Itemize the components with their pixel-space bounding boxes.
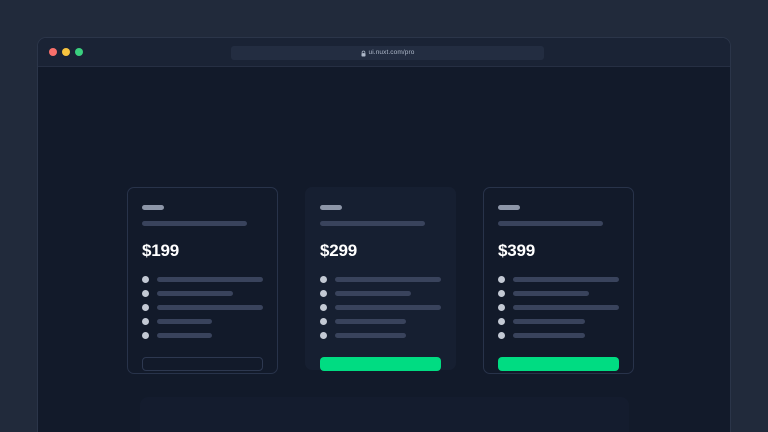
list-item: [498, 276, 619, 283]
list-item: [142, 276, 263, 283]
close-window-button[interactable]: [49, 48, 57, 56]
pricing-card[interactable]: $299: [305, 187, 456, 371]
check-icon: [320, 290, 327, 297]
list-item: [142, 318, 263, 325]
plan-cta-button[interactable]: [498, 357, 619, 371]
feature-text-placeholder: [157, 291, 233, 296]
plan-feature-list: [142, 276, 263, 339]
list-item: [320, 304, 441, 311]
check-icon: [498, 318, 505, 325]
list-item: [320, 318, 441, 325]
check-icon: [142, 290, 149, 297]
list-item: [320, 276, 441, 283]
plan-feature-list: [498, 276, 619, 339]
feature-text-placeholder: [335, 319, 406, 324]
browser-titlebar: ui.nuxt.com/pro: [38, 38, 730, 67]
browser-window: ui.nuxt.com/pro $199: [37, 37, 731, 432]
check-icon: [142, 318, 149, 325]
plan-cta-button[interactable]: [142, 357, 263, 371]
feature-text-placeholder: [157, 319, 212, 324]
plan-subtitle-placeholder: [320, 221, 425, 226]
check-icon: [320, 276, 327, 283]
pricing-plans: $199: [127, 187, 634, 374]
feature-text-placeholder: [335, 333, 406, 338]
feature-text-placeholder: [157, 305, 263, 310]
window-controls: [49, 48, 83, 56]
plan-price: $299: [320, 241, 358, 260]
check-icon: [142, 332, 149, 339]
check-icon: [142, 276, 149, 283]
page-viewport: $199: [38, 67, 730, 432]
feature-text-placeholder: [335, 277, 441, 282]
plan-subtitle-placeholder: [142, 221, 247, 226]
address-bar[interactable]: ui.nuxt.com/pro: [231, 46, 544, 60]
list-item: [320, 332, 441, 339]
check-icon: [320, 332, 327, 339]
list-item: [142, 332, 263, 339]
feature-text-placeholder: [513, 305, 619, 310]
feature-text-placeholder: [157, 333, 212, 338]
check-icon: [498, 304, 505, 311]
feature-text-placeholder: [513, 319, 585, 324]
check-icon: [498, 290, 505, 297]
plan-title-placeholder: [498, 205, 520, 210]
feature-text-placeholder: [513, 291, 589, 296]
maximize-window-button[interactable]: [75, 48, 83, 56]
list-item: [498, 318, 619, 325]
list-item: [142, 290, 263, 297]
pricing-card[interactable]: $399: [483, 187, 634, 374]
feature-text-placeholder: [335, 305, 441, 310]
check-icon: [320, 304, 327, 311]
plan-price: $199: [142, 241, 180, 260]
plan-title-placeholder: [320, 205, 342, 210]
plan-feature-list: [320, 276, 441, 339]
check-icon: [142, 304, 149, 311]
list-item: [498, 332, 619, 339]
content-panel-below-pricing: [140, 397, 629, 432]
plan-price: $399: [498, 241, 536, 260]
plan-title-placeholder: [142, 205, 164, 210]
lock-icon: [361, 50, 366, 56]
list-item: [320, 290, 441, 297]
plan-subtitle-placeholder: [498, 221, 603, 226]
pricing-card[interactable]: $199: [127, 187, 278, 374]
check-icon: [320, 318, 327, 325]
feature-text-placeholder: [513, 277, 619, 282]
check-icon: [498, 276, 505, 283]
check-icon: [498, 332, 505, 339]
plan-cta-button[interactable]: [320, 357, 441, 371]
feature-text-placeholder: [335, 291, 411, 296]
minimize-window-button[interactable]: [62, 48, 70, 56]
address-bar-url: ui.nuxt.com/pro: [368, 48, 415, 56]
feature-text-placeholder: [513, 333, 585, 338]
list-item: [142, 304, 263, 311]
list-item: [498, 304, 619, 311]
list-item: [498, 290, 619, 297]
feature-text-placeholder: [157, 277, 263, 282]
